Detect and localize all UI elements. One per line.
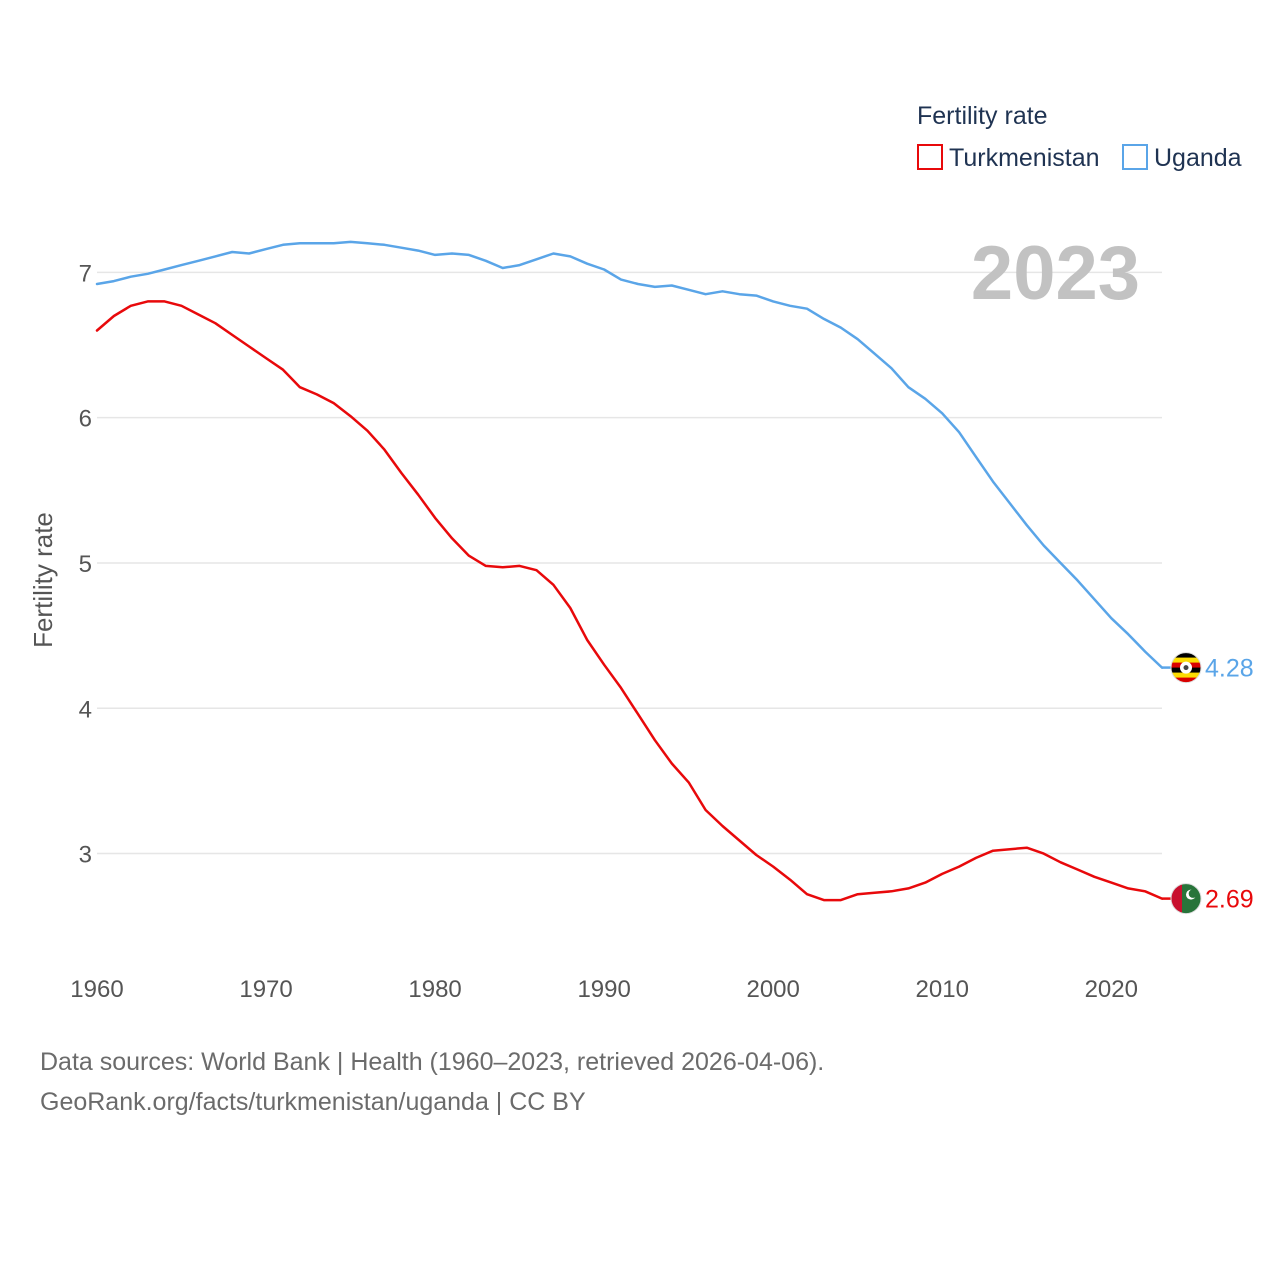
credit-text: GeoRank.org/facts/turkmenistan/uganda | … <box>40 1088 586 1116</box>
legend-item-uganda[interactable]: Uganda <box>1122 144 1242 172</box>
x-tick-label: 1990 <box>577 976 630 1003</box>
legend-item-turkmenistan[interactable]: Turkmenistan <box>917 144 1100 172</box>
series-lines <box>95 240 1164 902</box>
x-tick-label: 2020 <box>1085 976 1138 1003</box>
y-tick-label: 4 <box>79 696 92 723</box>
y-tick-label: 6 <box>79 406 92 433</box>
x-tick-label: 2010 <box>916 976 969 1003</box>
legend: Fertility rate Turkmenistan Uganda <box>917 102 1242 172</box>
y-axis-label: Fertility rate <box>28 512 58 648</box>
end-value-uganda: 4.28 <box>1205 655 1254 683</box>
y-axis-ticks: 3 4 5 6 7 <box>79 260 92 868</box>
end-markers: 2.69 4.28 <box>1162 652 1254 915</box>
x-tick-label: 1980 <box>408 976 461 1003</box>
series-line-uganda <box>95 240 1164 669</box>
x-axis-ticks: 1960 1970 1980 1990 2000 2010 2020 <box>70 976 1138 1003</box>
y-tick-label: 7 <box>79 260 92 287</box>
current-year-label: 2023 <box>971 231 1140 316</box>
source-footer: Data sources: World Bank | Health (1960–… <box>40 1042 824 1122</box>
legend-label: Turkmenistan <box>949 144 1100 172</box>
data-sources-text: Data sources: World Bank | Health (1960–… <box>40 1048 825 1076</box>
end-value-turkmenistan: 2.69 <box>1205 886 1254 914</box>
y-tick-label: 5 <box>79 551 92 578</box>
y-tick-label: 3 <box>79 842 92 869</box>
legend-swatch <box>1122 144 1148 170</box>
legend-swatch <box>917 144 943 170</box>
x-tick-label: 1960 <box>70 976 123 1003</box>
legend-label: Uganda <box>1154 144 1242 172</box>
legend-title: Fertility rate <box>917 102 1048 130</box>
x-tick-label: 1970 <box>239 976 292 1003</box>
gridlines <box>97 271 1162 855</box>
x-tick-label: 2000 <box>746 976 799 1003</box>
series-line-turkmenistan <box>95 300 1164 902</box>
turkmenistan-flag-icon <box>1170 883 1202 915</box>
uganda-flag-icon <box>1170 652 1202 684</box>
